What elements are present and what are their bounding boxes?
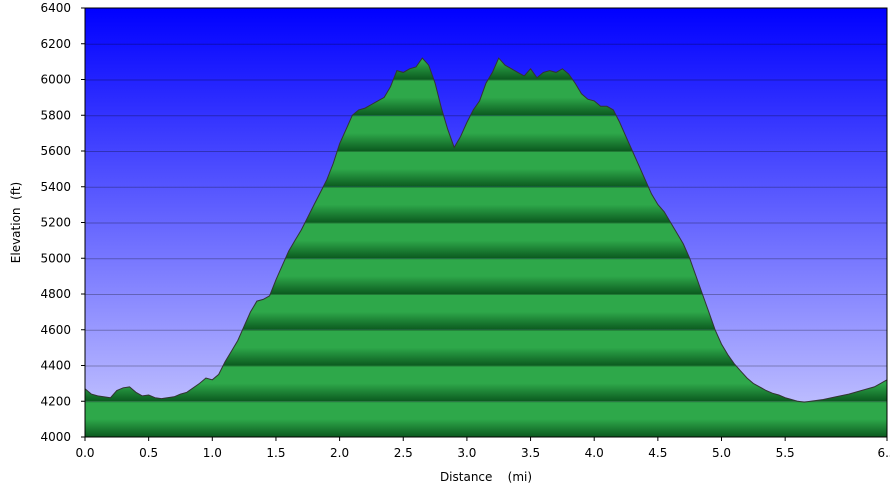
x-axis-ticks: 0.0 0.5 1.0 1.5 2.0 2.5 3.0 3.5 4.0 4.5 5.0 5.5 6.3: [75, 437, 890, 460]
y-axis-title: Elevation (ft): [9, 182, 23, 263]
x-tick-label: 0.5: [139, 446, 158, 460]
y-tick-label: 4600: [40, 323, 71, 337]
x-axis-title: Distance (mi): [440, 470, 532, 484]
x-tick-label: 2.0: [330, 446, 349, 460]
y-tick-label: 4000: [40, 430, 71, 444]
x-tick-label: 5.0: [712, 446, 731, 460]
x-tick-label: 5.5: [776, 446, 795, 460]
y-tick-label: 4200: [40, 394, 71, 408]
x-tick-label: 2.5: [394, 446, 413, 460]
y-tick-label: 5400: [40, 180, 71, 194]
y-tick-label: 6200: [40, 37, 71, 51]
x-tick-label: 4.5: [648, 446, 667, 460]
x-tick-label: 3.5: [521, 446, 540, 460]
x-tick-label: 3.0: [457, 446, 476, 460]
y-tick-label: 5000: [40, 251, 71, 265]
area-band: [85, 401, 887, 437]
elevation-profile-line: [84, 57, 888, 403]
grid-lines: [85, 43, 887, 403]
y-tick-label: 4400: [40, 359, 71, 373]
y-tick-label: 4800: [40, 287, 71, 301]
y-tick-label: 5200: [40, 216, 71, 230]
x-tick-label: 0.0: [75, 446, 94, 460]
y-axis-ticks: 4000 4200 4400 4600 4800 5000 5200 5400 5600 5800…: [40, 1, 85, 444]
y-tick-label: 6400: [40, 1, 71, 15]
y-tick-label: 5600: [40, 144, 71, 158]
x-tick-label: 4.0: [585, 446, 604, 460]
y-tick-label: 6000: [40, 73, 71, 87]
x-tick-label: 1.0: [203, 446, 222, 460]
y-tick-label: 5800: [40, 108, 71, 122]
x-tick-label: 1.5: [266, 446, 285, 460]
x-tick-label: 6.3: [877, 446, 890, 460]
